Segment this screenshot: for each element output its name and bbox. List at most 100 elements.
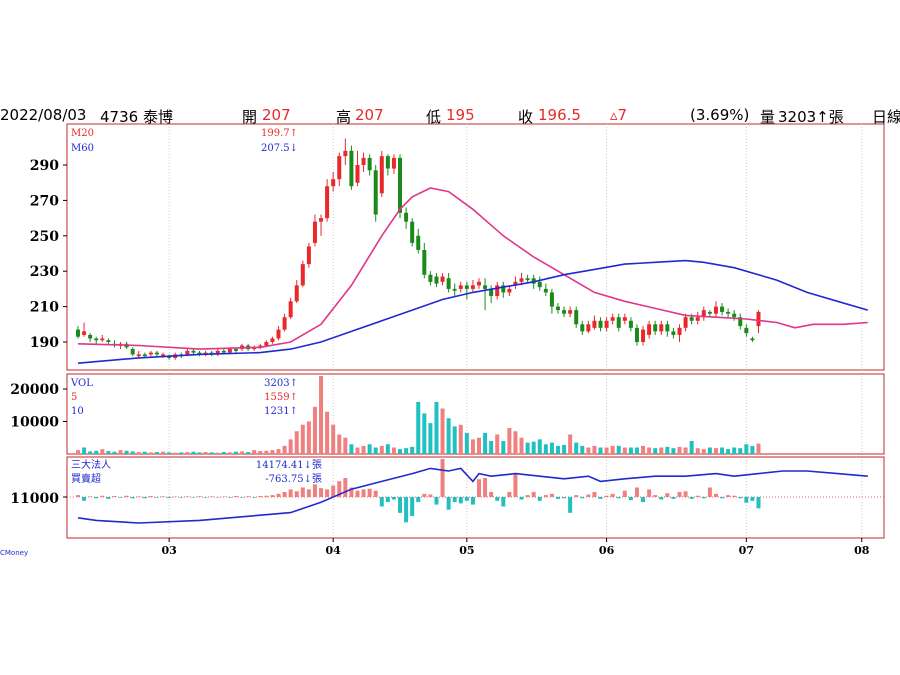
price-panel-border: [66, 123, 885, 371]
volume-bar: [100, 449, 105, 454]
volume-bar: [349, 444, 354, 454]
volume-bar: [744, 444, 749, 454]
price-tick-label: 270: [30, 193, 59, 209]
net-buy-bar: [580, 497, 585, 499]
volume-bar: [404, 448, 409, 454]
net-buy-bar: [507, 491, 512, 497]
net-buy-bar: [416, 497, 421, 503]
candle-body: [580, 324, 585, 332]
volume-bar: [513, 431, 518, 454]
net-buy-bar: [252, 497, 257, 498]
volume-bar: [142, 451, 147, 454]
net-buy-bar: [185, 496, 190, 497]
volume-bar: [659, 447, 664, 454]
candle-body: [367, 157, 372, 171]
volume-bar: [732, 447, 737, 454]
change-value: ▵7: [610, 106, 628, 124]
volume-bar: [689, 441, 694, 454]
candle-body: [519, 278, 524, 282]
price-legend-name: M60: [71, 143, 94, 154]
candle-body: [604, 320, 609, 328]
candle-body: [525, 278, 530, 281]
net-buy-bar: [549, 493, 554, 497]
volume-bar: [628, 447, 633, 454]
candle-body: [659, 324, 664, 332]
net-buy-bar: [464, 497, 469, 501]
net-buy-bar: [598, 497, 603, 499]
volume-bar: [616, 445, 621, 454]
net-buy-bar: [604, 495, 609, 497]
candle-body: [361, 157, 366, 165]
volume-bar: [756, 443, 761, 454]
net-buy-bar: [647, 489, 652, 497]
net-buy-bar: [215, 497, 220, 498]
candle-body: [221, 350, 226, 353]
volume-bar: [270, 450, 275, 454]
net-buy-bar: [319, 488, 324, 497]
net-buy-bar: [495, 497, 500, 501]
volume-bar: [562, 444, 567, 454]
candle-body: [379, 156, 384, 194]
volume-bar: [233, 451, 238, 454]
net-buy-bar: [76, 495, 80, 497]
volume-bar: [161, 451, 166, 454]
volume-tick-label: 20000: [10, 382, 59, 398]
volume-bar: [258, 451, 263, 454]
candle-body: [470, 285, 475, 289]
net-buy-bar: [373, 490, 378, 497]
volume-bar: [683, 447, 688, 454]
volume-bar: [306, 421, 311, 454]
candle-body: [574, 310, 579, 325]
net-buy-bar: [616, 497, 621, 499]
volume-bar: [343, 437, 348, 454]
net-buy-bar: [391, 497, 396, 500]
volume-bar: [398, 449, 403, 454]
net-buy-bar: [197, 496, 202, 497]
candle-body: [385, 156, 390, 169]
volume-bar: [695, 448, 700, 454]
candle-body: [458, 285, 463, 289]
volume-bar: [610, 445, 615, 454]
net-buy-bar: [258, 496, 263, 497]
volume-panel: 10000 20000 VOL 3203↑ 5 1559↑ 10 1231↑: [10, 373, 885, 455]
volume-bar: [185, 452, 190, 454]
candle-body: [404, 212, 409, 222]
candle-body: [501, 285, 506, 293]
net-buy-bar: [130, 497, 135, 499]
candle-body: [331, 179, 336, 187]
candle-body: [616, 317, 621, 328]
candle-body: [610, 317, 615, 321]
net-buy-bar: [555, 497, 560, 499]
net-buy-bar: [458, 497, 463, 504]
net-buy-bar: [209, 496, 214, 497]
volume-bar: [112, 451, 117, 454]
net-buy-bar: [732, 495, 737, 497]
volume-bar: [167, 452, 172, 454]
volume-bar: [215, 452, 220, 454]
price-tick-label: 250: [30, 229, 59, 245]
candle-body: [701, 310, 706, 318]
volume-bar: [604, 447, 609, 454]
volume-bar: [391, 447, 396, 454]
candle-body: [489, 288, 494, 296]
net-buy-bar: [88, 496, 93, 497]
candle-body: [294, 285, 299, 302]
candle-body: [185, 350, 190, 355]
volume-bar: [124, 450, 129, 454]
volume-bar: [282, 445, 287, 454]
volume-bar: [136, 452, 141, 454]
volume-bar: [264, 450, 269, 454]
candle-body: [154, 352, 159, 355]
net-buy-bar: [422, 493, 427, 497]
net-buy-bar: [695, 495, 700, 497]
net-buy-bar: [634, 487, 639, 497]
candle-body: [300, 264, 305, 286]
x-axis: 03 04 05 06 07 08: [161, 538, 870, 557]
volume-bar: [738, 448, 743, 454]
net-buy-bar: [665, 493, 670, 497]
volume-bar: [707, 447, 712, 454]
net-buy-bar: [325, 489, 330, 497]
net-buy-bar: [707, 487, 712, 497]
net-buy-bar: [404, 497, 409, 523]
